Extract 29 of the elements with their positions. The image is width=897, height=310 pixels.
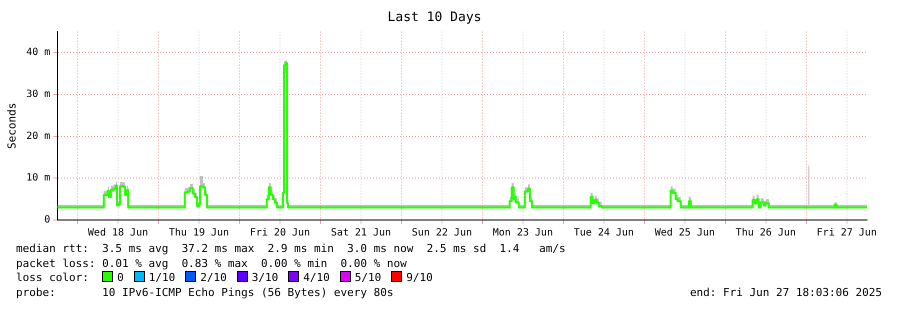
y-tick-label: 30 m bbox=[26, 88, 50, 100]
x-tick-label: Mon 23 Jun bbox=[492, 228, 553, 239]
x-tick-label: Wed 25 Jun bbox=[654, 228, 715, 239]
x-tick-label: Sun 22 Jun bbox=[412, 228, 472, 239]
text: probe: 10 IPv6-ICMP Echo Pings (56 Bytes) every 80s bbox=[16, 286, 394, 298]
text: end: Fri Jun 27 18:03:06 2025 bbox=[690, 286, 882, 300]
legend-title: loss color: bbox=[16, 271, 90, 284]
y-tick-label: 0 bbox=[44, 214, 50, 226]
x-tick-label: Sat 21 Jun bbox=[330, 228, 392, 239]
legend-label: 5/10 bbox=[354, 271, 382, 284]
legend-label: 4/10 bbox=[303, 271, 330, 284]
x-tick-label: Fri 20 Jun bbox=[250, 228, 310, 239]
legend-label: 0 bbox=[117, 271, 124, 284]
x-tick-label: Thu 26 Jun bbox=[736, 228, 796, 239]
y-axis-title: Seconds bbox=[5, 102, 18, 149]
legend-label: 9/10 bbox=[406, 271, 433, 284]
legend-label: 3/10 bbox=[252, 271, 278, 284]
y-tick-label: 40 m bbox=[26, 47, 50, 58]
legend-label: 2/10 bbox=[200, 271, 227, 284]
y-tick-label: 20 m bbox=[26, 130, 50, 142]
x-tick-label: Wed 18 Jun bbox=[88, 228, 148, 239]
text: median rtt: 3.5 ms avg 37.2 ms max 2.9 ms min 3.0 ms now 2.5 ms sd 1.4 am/s bbox=[16, 242, 567, 256]
text: packet loss: 0.01 % avg 0.83 % max 0.00 % min 0.00 % now bbox=[16, 256, 408, 271]
x-tick-label: Fri 27 Jun bbox=[816, 228, 877, 239]
y-tick-label: 10 m bbox=[26, 172, 50, 184]
chart-title: Last 10 Days bbox=[388, 10, 482, 26]
legend-label: 1/10 bbox=[148, 271, 176, 284]
x-tick-label: Thu 19 Jun bbox=[168, 228, 230, 239]
x-tick-label: Tue 24 Jun bbox=[574, 228, 634, 239]
